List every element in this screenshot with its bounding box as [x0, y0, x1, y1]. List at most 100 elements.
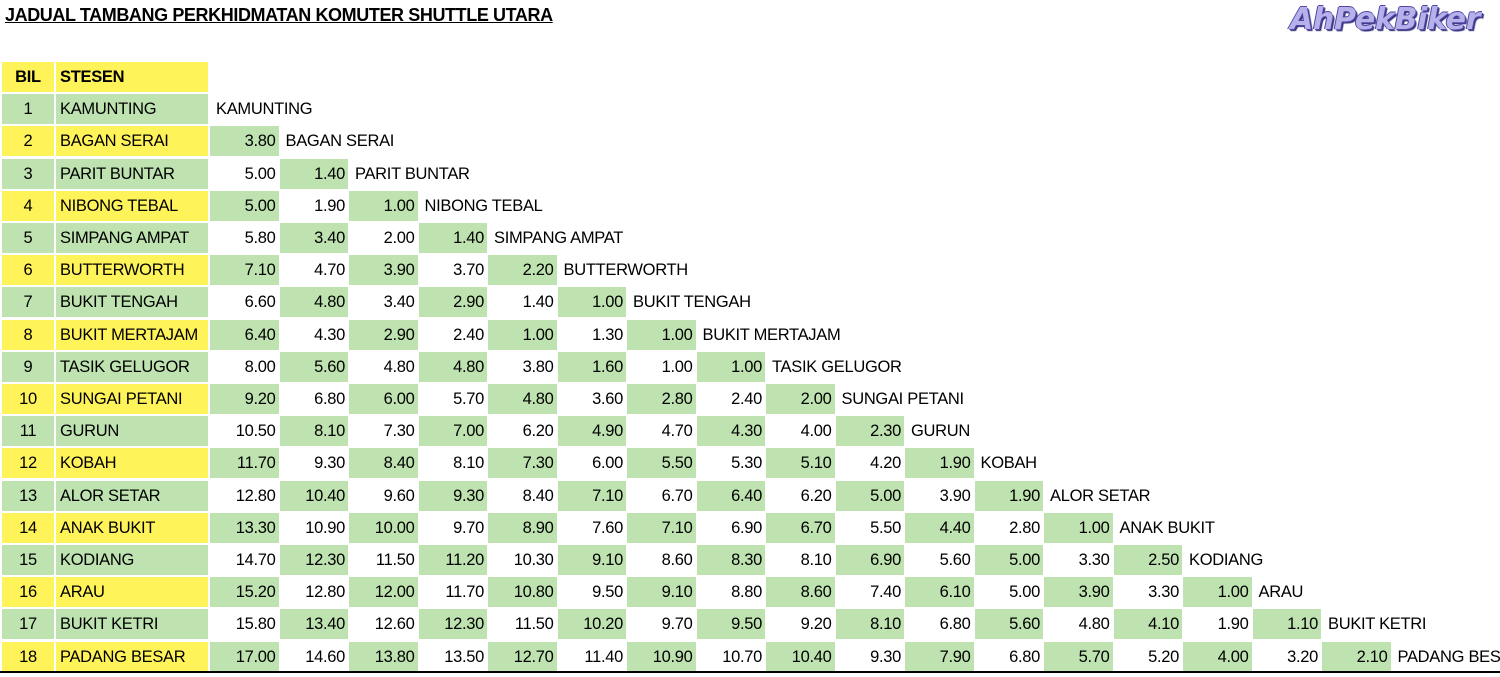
fare-cell: 1.90	[905, 448, 974, 479]
fare-cell: 8.10	[453, 454, 484, 473]
fare-cell: 12.30	[418, 609, 487, 640]
row-number: 14	[2, 512, 54, 543]
fare-cell: 6.90	[835, 545, 904, 575]
fare-cell: 12.70	[488, 641, 557, 672]
fare-cell: 5.80	[244, 229, 276, 247]
fare-cell: 1.00	[661, 357, 693, 376]
fare-cell: 1.40	[279, 158, 348, 189]
row-station-name: ANAK BUKIT	[56, 512, 208, 543]
fare-cell: 9.50	[592, 583, 623, 602]
fare-cell: 10.40	[279, 480, 348, 511]
row-station-name: BUKIT KETRI	[56, 609, 208, 640]
fare-cell: 14.70	[235, 551, 276, 569]
row-station-name: KODIANG	[56, 545, 208, 575]
fare-cell: 8.10	[835, 609, 904, 640]
fare-cell: 3.80	[210, 126, 279, 157]
fare-cell: 12.30	[279, 545, 348, 575]
fare-cell: 6.20	[522, 422, 554, 441]
diagonal-station-label: BAGAN SERAI	[285, 132, 395, 151]
diagonal-station-label: SIMPANG AMPAT	[494, 229, 624, 247]
fare-cell: 1.90	[1217, 615, 1249, 634]
fare-cell: 11.70	[210, 448, 279, 479]
fare-cell: 5.10	[766, 448, 835, 479]
fare-cell: 3.20	[1287, 647, 1318, 666]
fare-cell: 10.40	[766, 641, 835, 672]
row-number: 16	[2, 577, 54, 608]
fare-cell: 9.10	[627, 577, 696, 608]
fare-cell: 8.40	[349, 448, 418, 479]
fare-cell: 6.00	[592, 454, 623, 473]
row-station-name: ALOR SETAR	[56, 480, 208, 511]
fare-cell: 4.10	[1113, 609, 1182, 640]
fare-cell: 7.90	[905, 641, 974, 672]
fare-cell: 11.40	[584, 647, 623, 666]
fare-cell: 5.30	[731, 454, 762, 473]
fare-cell: 12.00	[349, 577, 418, 608]
fare-cell: 5.60	[939, 551, 971, 569]
row-station-name: GURUN	[56, 416, 208, 447]
header-bil: BIL	[2, 62, 54, 92]
row-number: 9	[2, 351, 54, 382]
fare-cell: 8.10	[279, 416, 348, 447]
row-station-name: SIMPANG AMPAT	[56, 223, 208, 253]
fare-cell: 2.00	[766, 384, 835, 414]
fare-cell: 4.80	[418, 351, 487, 382]
fare-cell: 1.00	[696, 351, 765, 382]
diagonal-station-label: TASIK GELUGOR	[772, 357, 902, 376]
fare-cell: 1.00	[627, 319, 696, 350]
diagonal-station-label: KAMUNTING	[216, 100, 313, 119]
fare-cell: 2.30	[835, 416, 904, 447]
fare-cell: 5.00	[244, 164, 276, 183]
fare-cell: 10.90	[627, 641, 696, 672]
fare-cell: 11.50	[514, 615, 554, 634]
fare-cell: 2.40	[731, 390, 762, 408]
fare-cell: 1.10	[1252, 609, 1321, 640]
diagonal-station-label: ANAK BUKIT	[1119, 518, 1215, 537]
row-number: 4	[2, 190, 54, 221]
fare-cell: 4.30	[314, 325, 345, 344]
fare-cell: 2.00	[383, 229, 415, 247]
fare-cell: 10.90	[305, 518, 345, 537]
diagonal-station-label: PARIT BUNTAR	[355, 164, 470, 183]
row-number: 1	[2, 94, 54, 125]
diagonal-station-label: GURUN	[911, 422, 970, 441]
fare-cell: 6.70	[766, 512, 835, 543]
fare-cell: 3.60	[592, 390, 623, 408]
fare-cell: 11.70	[445, 583, 484, 602]
row-station-name: ARAU	[56, 577, 208, 608]
fare-cell: 2.90	[349, 319, 418, 350]
row-number: 10	[2, 384, 54, 414]
diagonal-station-label: BUKIT KETRI	[1328, 615, 1427, 634]
brand-logo: AhPekBiker	[1290, 2, 1481, 37]
row-station-name: BUKIT TENGAH	[56, 287, 208, 318]
fare-cell: 1.00	[1183, 577, 1252, 608]
fare-cell: 9.70	[661, 615, 693, 634]
row-station-name: BUTTERWORTH	[56, 255, 208, 286]
fare-cell: 11.20	[418, 545, 487, 575]
row-number: 5	[2, 223, 54, 253]
fare-cell: 13.30	[210, 512, 279, 543]
fare-cell: 17.00	[210, 641, 279, 672]
fare-cell: 6.90	[731, 518, 762, 537]
fare-cell: 5.00	[210, 190, 279, 221]
fare-cell: 10.50	[235, 422, 276, 441]
fare-cell: 7.60	[592, 518, 623, 537]
fare-table: BIL STESEN 1 KAMUNTING KAMUNTING 2 BAGAN SERAI…	[0, 62, 1500, 674]
fare-cell: 8.00	[244, 357, 276, 376]
diagonal-station-label: BUTTERWORTH	[563, 261, 689, 280]
fare-cell: 9.30	[870, 647, 901, 666]
fare-cell: 1.00	[349, 190, 418, 221]
fare-cell: 12.80	[305, 583, 345, 602]
fare-cell: 13.40	[279, 609, 348, 640]
fare-cell: 9.30	[418, 480, 487, 511]
diagonal-station-label: BUKIT TENGAH	[633, 293, 751, 312]
page-title: JADUAL TAMBANG PERKHIDMATAN KOMUTER SHUT…	[5, 5, 553, 25]
fare-cell: 4.30	[696, 416, 765, 447]
fare-cell: 8.90	[488, 512, 557, 543]
diagonal-station-label: KODIANG	[1189, 551, 1263, 569]
diagonal-station-label: KOBAH	[980, 454, 1038, 473]
row-number: 12	[2, 448, 54, 479]
fare-cell: 6.80	[314, 390, 345, 408]
row-number: 7	[2, 287, 54, 318]
row-number: 17	[2, 609, 54, 640]
